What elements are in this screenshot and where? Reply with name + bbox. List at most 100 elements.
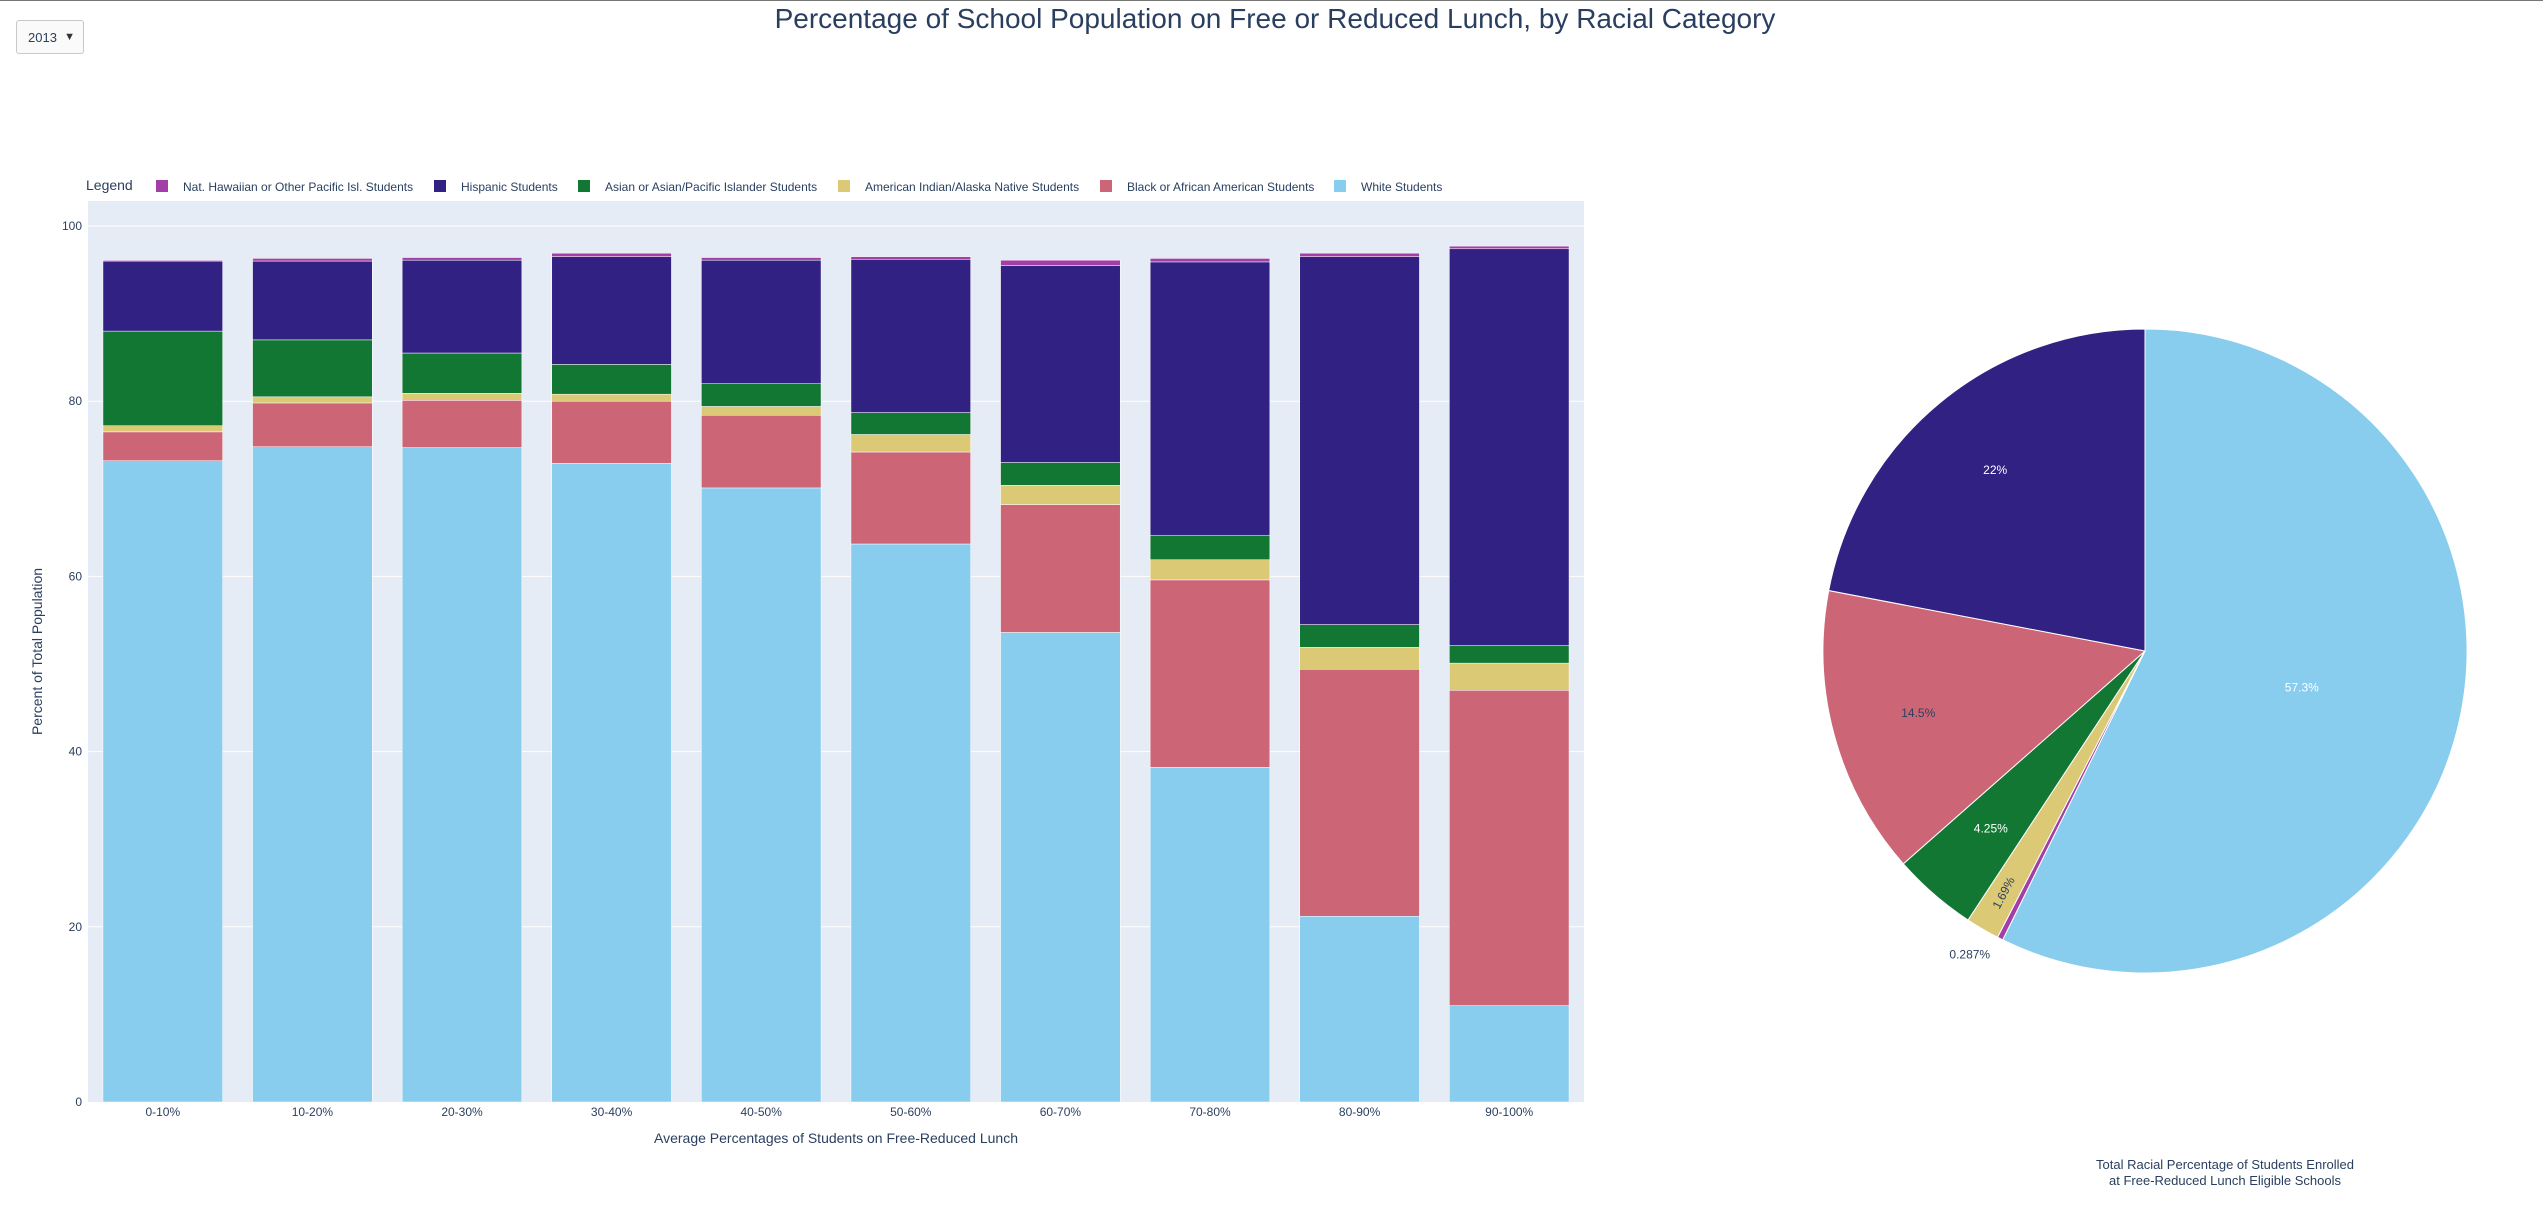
- bar-segment-hispanic-7: [1000, 265, 1121, 463]
- bar-segment-native-5: [701, 406, 822, 416]
- bar-segment-white-9: [1299, 916, 1420, 1103]
- bar-segment-black-9: [1299, 669, 1420, 917]
- x-tick-label: 70-80%: [1189, 1105, 1231, 1119]
- bar-segment-white-8: [1149, 767, 1271, 1103]
- bar-segment-black-1: [102, 431, 223, 462]
- bar-segment-black-8: [1149, 579, 1271, 768]
- bar-segment-hawaiian-3: [401, 257, 523, 261]
- bar-segment-white-5: [701, 487, 822, 1103]
- legend-swatch-hawaiian: [156, 180, 168, 192]
- bar-segment-hawaiian-5: [701, 257, 822, 261]
- bar-segment-hawaiian-10: [1449, 245, 1570, 250]
- bar-segment-asian-7: [1000, 462, 1121, 486]
- bar-segment-asian-9: [1299, 624, 1420, 648]
- bar-segment-black-3: [401, 400, 523, 448]
- bar-segment-hawaiian-2: [252, 258, 373, 262]
- bar-segment-hispanic-9: [1299, 256, 1420, 625]
- bar-segment-asian-5: [701, 383, 822, 407]
- window-top-border: [0, 0, 2543, 1]
- bar-segment-hispanic-5: [701, 259, 822, 384]
- bar-segment-black-10: [1449, 690, 1570, 1006]
- bar-segment-hawaiian-7: [1000, 259, 1121, 266]
- bar-segment-white-3: [401, 447, 523, 1103]
- legend-item-white: White Students: [1334, 180, 1442, 194]
- legend-swatch-asian: [578, 180, 590, 192]
- legend-item-hawaiian: Nat. Hawaiian or Other Pacific Isl. Stud…: [156, 180, 413, 194]
- bar-segment-native-10: [1449, 662, 1570, 691]
- bar-segment-white-2: [252, 446, 373, 1103]
- legend-label-white: White Students: [1361, 180, 1442, 194]
- year-dropdown-value: 2013: [28, 29, 57, 45]
- bar-segment-asian-3: [401, 352, 523, 394]
- bar-segment-hawaiian-1: [102, 259, 223, 262]
- bar-segment-native-6: [850, 434, 971, 453]
- bar-segment-white-10: [1449, 1005, 1570, 1103]
- pie-label-white: 57.3%: [2285, 681, 2319, 695]
- bar-segment-black-6: [850, 451, 971, 545]
- bar-segment-asian-8: [1149, 534, 1271, 561]
- bar-segment-hawaiian-9: [1299, 252, 1420, 257]
- pie-label-asian: 4.25%: [1974, 821, 2008, 835]
- bar-segment-asian-1: [102, 330, 223, 426]
- pie-caption-line-2: at Free-Reduced Lunch Eligible Schools: [2109, 1173, 2341, 1188]
- legend-swatch-hispanic: [434, 180, 446, 192]
- pie-slice-black: [1822, 589, 2147, 865]
- year-dropdown[interactable]: 2013 ▼: [16, 20, 84, 54]
- bar-segment-asian-10: [1449, 645, 1570, 664]
- bar-segment-hispanic-2: [252, 260, 373, 341]
- x-tick-label: 90-100%: [1485, 1105, 1533, 1119]
- bar-segment-native-4: [551, 393, 672, 402]
- bar-segment-asian-2: [252, 339, 373, 398]
- x-tick-label: 30-40%: [591, 1105, 633, 1119]
- bar-segment-hispanic-3: [401, 259, 523, 354]
- x-tick-label: 20-30%: [441, 1105, 483, 1119]
- x-tick-label: 80-90%: [1339, 1105, 1381, 1119]
- legend-item-black: Black or African American Students: [1100, 180, 1314, 194]
- legend-label-hispanic: Hispanic Students: [461, 180, 558, 194]
- x-tick-label: 10-20%: [292, 1105, 334, 1119]
- x-tick-label: 0-10%: [145, 1105, 180, 1119]
- bar-segment-white-6: [850, 543, 971, 1103]
- legend-title: Legend: [86, 177, 133, 193]
- x-axis-label: Average Percentages of Students on Free-…: [654, 1130, 1018, 1146]
- bar-segment-native-7: [1000, 485, 1121, 505]
- y-tick-label: 80: [69, 394, 83, 408]
- bar-segment-native-2: [252, 396, 373, 404]
- bar-segment-hawaiian-4: [551, 252, 672, 257]
- bar-segment-hispanic-10: [1449, 248, 1570, 646]
- y-axis-label: Percent of Total Population: [29, 568, 45, 735]
- legend-label-asian: Asian or Asian/Pacific Islander Students: [605, 180, 817, 194]
- bar-segment-white-4: [551, 463, 672, 1103]
- pie-caption-line-1: Total Racial Percentage of Students Enro…: [2096, 1157, 2354, 1172]
- bar-segment-black-5: [701, 414, 822, 489]
- y-tick-label: 40: [69, 745, 83, 759]
- legend-swatch-white: [1334, 180, 1346, 192]
- bar-segment-hawaiian-8: [1149, 258, 1271, 263]
- bar-segment-black-7: [1000, 504, 1121, 633]
- legend-item-hispanic: Hispanic Students: [434, 180, 558, 194]
- legend-item-native: American Indian/Alaska Native Students: [838, 180, 1079, 194]
- bar-segment-asian-4: [551, 364, 672, 395]
- pie-chart: 57.3%0.287%1.69%4.25%14.5%22%: [1822, 328, 2468, 974]
- pie-label-hawaiian: 0.287%: [1949, 948, 1990, 962]
- bar-segment-native-8: [1149, 559, 1271, 581]
- bar-segment-asian-6: [850, 412, 971, 435]
- bar-segment-hawaiian-6: [850, 256, 971, 260]
- bar-segment-native-3: [401, 393, 523, 401]
- legend-label-hawaiian: Nat. Hawaiian or Other Pacific Isl. Stud…: [183, 180, 413, 194]
- bar-segment-black-2: [252, 402, 373, 448]
- legend: Legend Nat. Hawaiian or Other Pacific Isl…: [86, 177, 1442, 194]
- y-tick-label: 0: [75, 1095, 82, 1109]
- pie-label-hispanic: 22%: [1983, 463, 2007, 477]
- x-tick-label: 40-50%: [741, 1105, 783, 1119]
- bar-segment-native-9: [1299, 647, 1420, 670]
- legend-item-asian: Asian or Asian/Pacific Islander Students: [578, 180, 817, 194]
- x-tick-label: 60-70%: [1040, 1105, 1082, 1119]
- y-tick-label: 100: [62, 219, 82, 233]
- chart-title: Percentage of School Population on Free …: [775, 3, 1776, 34]
- pie-slice-hispanic: [1828, 328, 2146, 652]
- bar-segment-hispanic-4: [551, 256, 672, 365]
- y-tick-label: 60: [69, 569, 83, 583]
- chevron-down-icon: ▼: [64, 31, 75, 43]
